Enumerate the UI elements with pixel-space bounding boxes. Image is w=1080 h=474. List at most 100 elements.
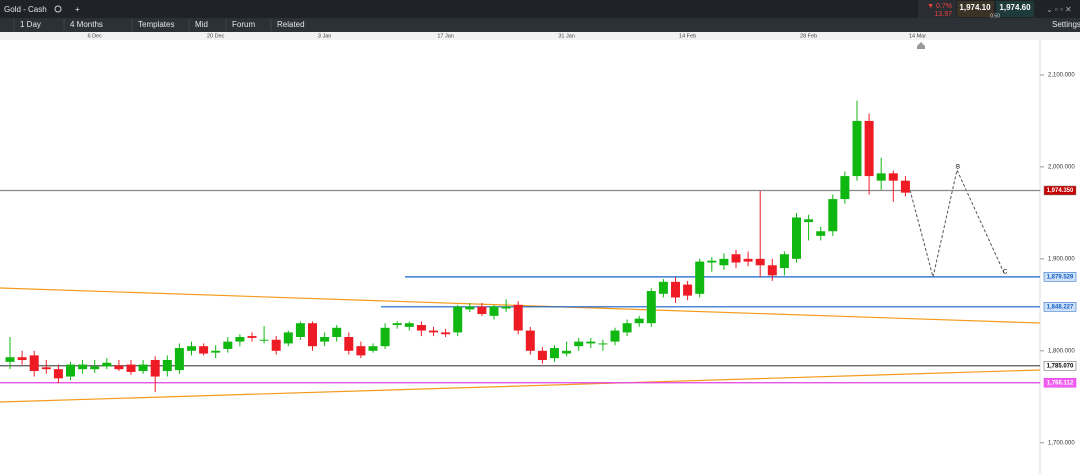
candle-body — [671, 281, 680, 298]
date-axis — [0, 32, 1080, 40]
window-controls[interactable]: ⌄ ▫ ▫ ✕ — [1046, 5, 1072, 14]
candle-body — [283, 332, 293, 344]
candle-body — [779, 254, 789, 269]
sell-price[interactable]: 1,974.10 — [959, 3, 991, 12]
candle-body — [816, 231, 826, 236]
candle-body — [17, 357, 27, 360]
settings[interactable]: Settings — [1052, 20, 1080, 29]
candle-body — [683, 284, 693, 296]
candle-body — [295, 323, 305, 337]
candle-body — [187, 346, 196, 351]
search-icon[interactable] — [54, 5, 62, 13]
candle-body — [114, 365, 124, 370]
candle-body — [320, 336, 330, 342]
candle-body — [550, 348, 559, 359]
candle-body — [41, 367, 51, 370]
sell-box[interactable] — [957, 1, 994, 17]
y-tick-label: 1,800.000 — [1048, 348, 1075, 354]
candle-body — [235, 336, 245, 342]
candle-body — [441, 332, 451, 335]
title-bar — [0, 0, 1080, 18]
candle-body — [513, 304, 523, 331]
wave-label: C — [1003, 270, 1008, 276]
candle-body — [767, 265, 777, 276]
change-box — [918, 0, 956, 18]
candle-body — [852, 120, 862, 177]
candle-body — [29, 355, 39, 372]
x-tick-label: 3 Jan — [318, 33, 331, 39]
level-label-box — [1043, 185, 1077, 196]
y-tick-label: 1,700.000 — [1048, 440, 1075, 446]
candle-body — [211, 350, 221, 353]
candle-body — [489, 306, 499, 316]
candle-body — [804, 219, 814, 223]
toolbar-item[interactable]: 4 Months — [70, 20, 103, 29]
level-label-box — [1043, 302, 1077, 312]
level-label: 1,766.112 — [1047, 380, 1074, 386]
level-label-box — [1043, 378, 1077, 388]
y-tick-label: 2,000.000 — [1048, 164, 1075, 170]
candle-body — [199, 346, 209, 354]
toolbar-item[interactable]: Templates — [138, 20, 174, 29]
candle-body — [429, 330, 438, 333]
candle-body — [150, 359, 160, 377]
level-label: 1,785.070 — [1047, 363, 1074, 369]
candle-body — [574, 341, 584, 347]
candle-body — [356, 346, 366, 356]
candle-body — [537, 350, 547, 360]
candle-body — [416, 325, 426, 331]
x-tick-label: 14 Feb — [679, 33, 696, 39]
candle-body — [525, 330, 535, 351]
candle-body — [658, 281, 668, 294]
y-tick-label: 1,900.000 — [1048, 256, 1075, 262]
candle-body — [368, 346, 378, 351]
candle-body — [174, 348, 184, 371]
candle-body — [646, 291, 656, 324]
x-tick-label: 6 Dec — [88, 33, 103, 39]
x-tick-label: 17 Jan — [437, 33, 454, 39]
change: ▼ 0.7% — [927, 3, 952, 10]
toolbar-item[interactable]: 1 Day — [20, 20, 41, 29]
toolbar-item[interactable]: Related — [277, 20, 305, 29]
candle-body — [634, 318, 644, 324]
buy-box[interactable] — [996, 1, 1034, 17]
toolbar — [0, 18, 1080, 32]
candle-body — [247, 336, 257, 338]
candle-body — [102, 362, 112, 367]
candle-body — [78, 364, 88, 370]
candle-body — [259, 339, 269, 341]
candle-body — [743, 258, 753, 262]
candle-body — [707, 260, 717, 263]
level-label-box — [1043, 272, 1077, 282]
buy-price[interactable]: 1,974.60 — [999, 3, 1031, 12]
x-tick-label: 31 Jan — [558, 33, 575, 39]
candle-body — [126, 364, 136, 372]
candle-body — [308, 323, 317, 347]
candle-body — [888, 173, 898, 181]
trend-line — [0, 369, 1041, 403]
candle-body — [501, 306, 511, 309]
spread: 0.50 — [990, 13, 1000, 19]
level-label: 1,848.227 — [1047, 304, 1074, 310]
candle-body — [477, 306, 487, 315]
candle-body — [90, 366, 100, 370]
add-tab[interactable]: + — [75, 5, 80, 14]
candle-body — [380, 327, 390, 347]
x-tick-label: 28 Feb — [800, 33, 817, 39]
candle-body — [828, 199, 838, 232]
toolbar-item[interactable]: Forum — [232, 20, 255, 29]
candle-body — [344, 336, 354, 351]
candle-body — [586, 341, 596, 344]
x-tick-label: 14 Mar — [909, 33, 926, 39]
candle-body — [562, 350, 572, 354]
candle-body — [271, 339, 281, 351]
instrument: Gold - Cash — [4, 5, 47, 14]
toolbar-item[interactable]: Mid — [195, 20, 208, 29]
wave-projection — [909, 168, 1006, 278]
candle-body — [598, 343, 608, 345]
candle-body — [5, 357, 15, 362]
candle-body — [864, 120, 874, 177]
candle-body — [332, 327, 342, 337]
